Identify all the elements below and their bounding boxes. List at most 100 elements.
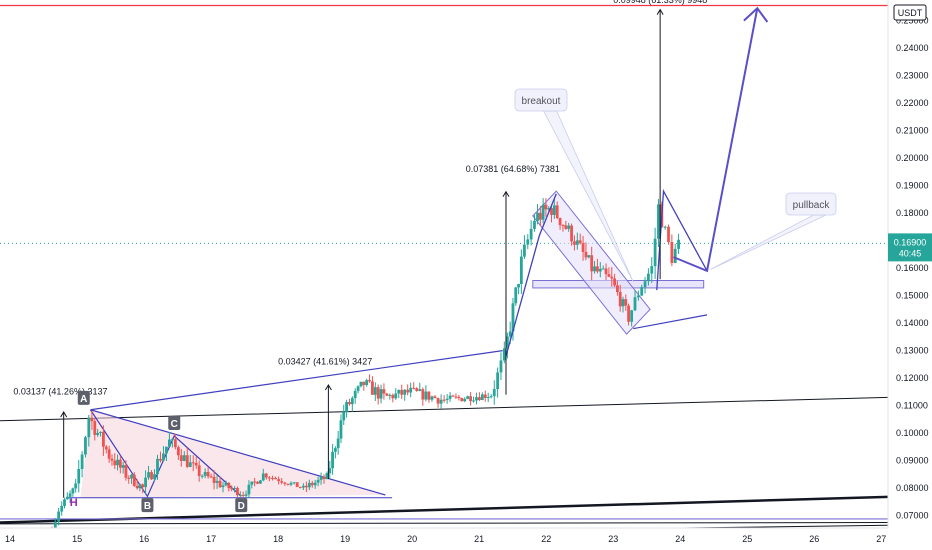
candle-body-36 [156,458,159,475]
candle-body-68 [250,481,254,485]
breakout-callout-box [514,88,568,112]
candle-body-67 [247,484,251,495]
candle-body-177 [573,241,576,245]
candle-body-197 [630,310,634,322]
candle-body-209 [670,242,674,264]
candle-body-123 [412,387,416,389]
candle-body-129 [430,396,434,400]
candle-body-84 [298,487,302,489]
candle-body-61 [230,488,234,490]
candle-body-55 [212,476,216,483]
candle-body-19 [107,449,111,459]
measure-3-arrowhead [502,190,510,197]
candle-body-74 [267,477,271,479]
candle-body-64 [238,494,242,496]
support-line-low [0,522,889,525]
candle-body-50 [197,465,201,476]
point-a: A [77,390,90,405]
candle-body-7 [71,488,75,494]
candle-body-195 [624,299,628,306]
candle-body-65 [241,494,245,496]
candle-body-205 [657,204,660,239]
candle-body-105 [359,381,363,387]
candle-body-116 [391,394,395,399]
candle-body-35 [153,474,156,480]
flag-line [656,188,708,291]
candle-body-190 [610,276,614,279]
candle-body-110 [373,387,377,395]
candle-body-194 [621,299,625,307]
candle-body-144 [475,397,478,401]
triangle-upper-line [90,409,386,496]
time-tick-label: 25 [742,534,752,544]
candle-body-95 [331,451,334,469]
price-tick-label: 0.19000 [896,181,929,191]
candle-body-27 [130,474,133,479]
time-tick-label: 14 [5,534,15,544]
point-d-text: D [238,501,245,512]
drawing-layer-front: 0.03137 (41.26%) 3137 0.03427 (41.61%) 34… [13,0,837,513]
candle-body-193 [618,292,622,307]
time-tick-label: 23 [608,534,618,544]
candle-body-4 [63,499,66,506]
bar-countdown: 40:45 [899,248,922,258]
breakout-callout-text: breakout [522,96,561,107]
price-tick-label: 0.13000 [896,346,929,356]
candle-body-135 [448,395,452,399]
candle-body-75 [271,477,274,479]
candle-body-181 [584,251,588,258]
candle-body-146 [480,394,484,401]
candle-body-40 [168,439,171,447]
candle-body-112 [379,389,383,399]
candle-body-170 [552,205,556,215]
candle-body-80 [286,483,290,485]
candle-body-21 [113,460,117,466]
time-tick-label: 24 [675,534,685,544]
candle-body-28 [132,474,136,486]
candle-body-207 [663,226,667,228]
candle-body-119 [400,389,404,395]
candle-body-72 [261,473,265,481]
measure-2-arrowhead [324,384,332,391]
price-tick-label: 0.15000 [896,291,929,301]
time-tick-label: 21 [474,534,484,544]
candle-body-54 [209,476,213,478]
candle-body-43 [176,447,180,456]
price-tick-label: 0.16000 [896,263,929,273]
breakout-callout: breakout [514,88,634,283]
support-line-thick [0,495,889,524]
candle-body-150 [492,389,496,397]
candle-body-10 [80,454,84,469]
candle-body-13 [90,417,94,422]
candle-body-140 [463,398,467,402]
candle-body-201 [643,281,647,288]
candle-body-145 [477,397,481,401]
candle-body-153 [502,348,506,361]
candle-body-121 [406,389,410,393]
candle-body-202 [647,273,650,282]
candle-body-113 [382,389,386,394]
candle-body-128 [427,391,431,400]
candle-body-161 [526,239,530,245]
candle-body-187 [601,268,605,270]
candle-body-156 [511,303,515,332]
candle-body-59 [224,482,228,486]
currency-badge[interactable]: USDT [893,4,927,21]
candle-body-149 [489,396,493,398]
candle-body-6 [68,493,72,497]
time-tick-label: 27 [876,534,886,544]
price-scale[interactable]: 0.07000 0.08000 0.09000 0.10000 0.11000 0.120… [887,0,932,550]
candle-body-168 [547,208,551,210]
candle-body-186 [598,268,602,272]
candle-body-137 [454,396,458,398]
candle-body-33 [147,472,150,478]
price-tick-label: 0.23000 [896,71,929,81]
candle-body-87 [307,482,311,488]
candle-body-101 [348,402,351,405]
candle-body-157 [514,287,518,304]
candle-body-22 [116,459,119,466]
time-scale[interactable]: 14 15 16 17 18 19 20 21 22 23 24 25 26 27 [0,527,932,550]
measure-3-label: 0.07381 (64.68%) 7381 [466,164,560,174]
candle-body-81 [289,483,293,485]
